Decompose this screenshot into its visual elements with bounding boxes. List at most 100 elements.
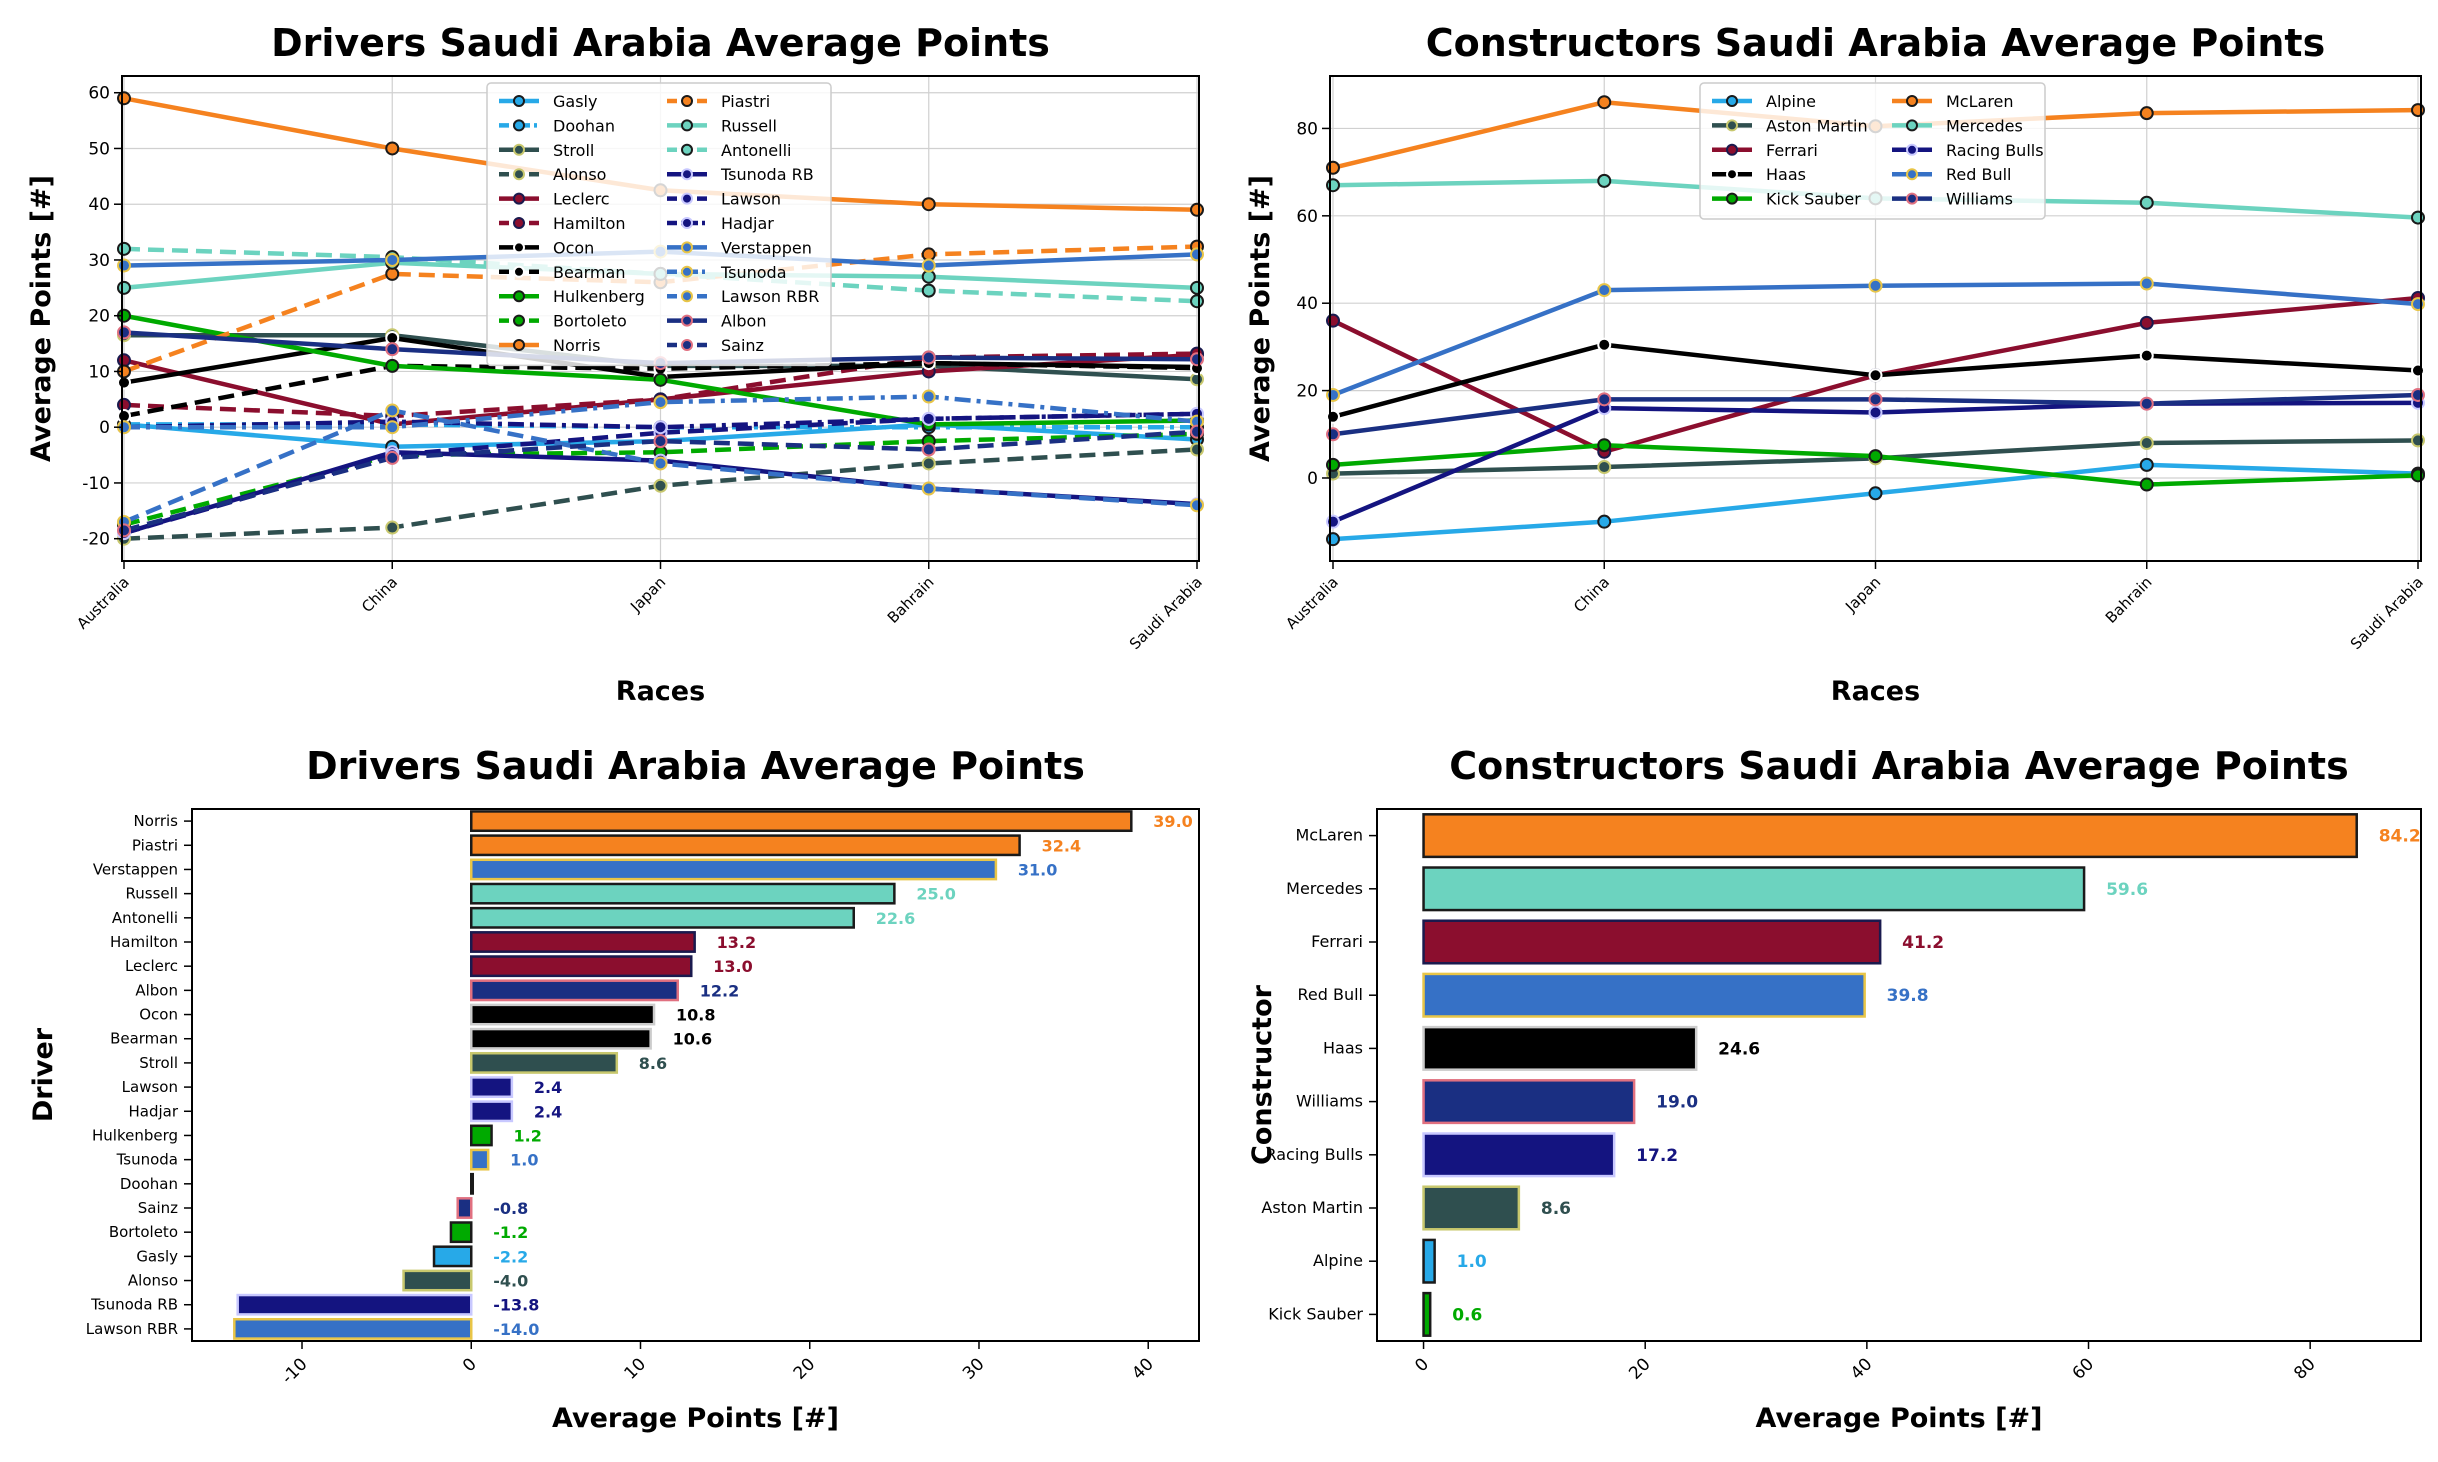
legend-marker (681, 314, 693, 327)
bar-mclaren (1422, 813, 2358, 859)
data-label: -4.0 (493, 1272, 528, 1291)
data-point (653, 434, 668, 449)
data-label: 1.2 (514, 1126, 542, 1145)
legend-marker (1906, 192, 1918, 205)
bar-sainz (456, 1197, 473, 1219)
series-red-bull (1326, 276, 2425, 402)
data-label: 1.0 (510, 1151, 538, 1170)
legend-marker (1726, 168, 1738, 181)
data-point (921, 456, 936, 471)
bar-racing-bulls (1422, 1132, 1616, 1178)
y-tick-label: Tsunoda (116, 1151, 178, 1169)
legend-label: Tsunoda RB (720, 165, 814, 184)
legend-label: Mercedes (1946, 116, 2023, 135)
chart-title: Constructors Saudi Arabia Average Points (1426, 21, 2325, 65)
y-tick-label: McLaren (1295, 826, 1363, 845)
series-alonso (117, 442, 1204, 546)
legend-marker (513, 265, 525, 278)
x-tick-label: China (358, 573, 401, 616)
x-tick-label: -10 (278, 1354, 312, 1388)
y-tick-label: Doohan (120, 1175, 178, 1193)
legend-marker (681, 168, 693, 181)
data-point (117, 280, 131, 295)
data-label: 13.0 (713, 957, 752, 976)
bar-ocon (470, 1003, 656, 1026)
legend-marker (1906, 168, 1918, 181)
data-point (2411, 433, 2425, 448)
data-point (921, 411, 936, 426)
legend-label: Norris (553, 336, 600, 355)
data-point (117, 258, 131, 273)
legend-marker (681, 217, 693, 229)
bar-verstappen (470, 858, 998, 881)
legend-label: Bortoleto (553, 312, 627, 331)
x-tick-label: 40 (1128, 1354, 1157, 1383)
y-tick-label: -20 (82, 530, 110, 550)
data-point (2139, 195, 2154, 210)
legend-label: Aston Martin (1766, 116, 1868, 135)
data-label: -13.8 (493, 1296, 539, 1315)
x-tick-label: Bahrain (2102, 573, 2156, 627)
legend-marker (681, 143, 693, 156)
drivers-line-chart: -20 -10 0 10 20 30 40 50 60 Australia China Japan Ba… (0, 0, 1219, 729)
plot-frame (1376, 808, 2422, 1342)
bar-hadjar (470, 1100, 514, 1123)
x-tick-label: Bahrain (884, 573, 938, 627)
data-label: 10.6 (673, 1030, 712, 1049)
data-point (1190, 352, 1204, 367)
data-point (385, 420, 400, 435)
legend-marker (681, 339, 693, 351)
legend-label: Hadjar (721, 214, 774, 233)
legend-label: Gasly (553, 92, 597, 111)
data-label: 24.6 (1718, 1039, 1760, 1059)
data-point (1597, 283, 1612, 298)
data-label: 8.6 (1541, 1199, 1571, 1219)
y-tick-label: 40 (1296, 294, 1318, 314)
chart-title: Drivers Saudi Arabia Average Points (271, 21, 1050, 65)
legend-box (1699, 82, 2046, 220)
y-tick-label: Ocon (139, 1006, 178, 1024)
data-point (2411, 387, 2425, 402)
legend-label: Alonso (553, 165, 606, 184)
data-point (117, 523, 131, 538)
legend-marker (513, 217, 525, 229)
data-point (2139, 276, 2154, 291)
drivers-bar-chart: 39.0 32.4 31.0 25.0 22.6 13.2 13.0 12.2 10.8 10.6… (0, 729, 1219, 1458)
constructors-bar-chart: 84.2 59.6 41.2 39.8 24.6 19.0 17.2 8.6 1.0 0.6 McL… (1219, 729, 2438, 1458)
x-tick-label: 80 (2290, 1354, 2319, 1383)
legend-label: Haas (1766, 165, 1806, 184)
series-lawson-rbr (117, 403, 1204, 529)
y-tick-label: Sainz (138, 1199, 178, 1217)
data-point (385, 252, 400, 267)
y-tick-label: Lawson RBR (86, 1320, 178, 1338)
data-label: 39.8 (1887, 986, 1929, 1006)
y-tick-label: 50 (88, 139, 110, 159)
legend-label: Williams (1946, 190, 2013, 209)
y-tick-label: Gasly (136, 1247, 178, 1265)
x-tick-label: 30 (959, 1354, 988, 1383)
data-point (1326, 532, 1340, 547)
legend-marker (513, 241, 525, 254)
bar-stroll (470, 1051, 619, 1074)
x-axis-label: Races (1831, 676, 1920, 707)
bar-hulkenberg (470, 1124, 493, 1147)
data-point (2411, 363, 2425, 378)
bar-albon (470, 979, 679, 1002)
data-point (2411, 103, 2425, 118)
constructors-line-chart: 0 20 40 60 80 Australia China Japan Bahrain Saudi… (1219, 0, 2438, 729)
bar-bearman (470, 1027, 652, 1050)
x-tick-label: Australia (73, 573, 133, 633)
y-tick-label: 0 (1307, 469, 1318, 489)
y-axis-label: Constructor (1247, 984, 1278, 1165)
x-tick-label: Japan (626, 573, 669, 616)
y-tick-label: Aston Martin (1261, 1198, 1363, 1217)
chart-title: Constructors Saudi Arabia Average Points (1449, 744, 2348, 788)
y-tick-label: Verstappen (93, 860, 178, 878)
legend-label: Stroll (553, 141, 594, 160)
chart-svg: 84.2 59.6 41.2 39.8 24.6 19.0 17.2 8.6 1.0 0.6 McL… (1247, 744, 2422, 1434)
data-label: 12.2 (700, 981, 739, 1000)
legend-label: Bearman (553, 263, 625, 282)
x-axis-label: Races (616, 676, 705, 707)
legend-label: Verstappen (721, 238, 812, 257)
legend-label: Hamilton (553, 214, 626, 233)
